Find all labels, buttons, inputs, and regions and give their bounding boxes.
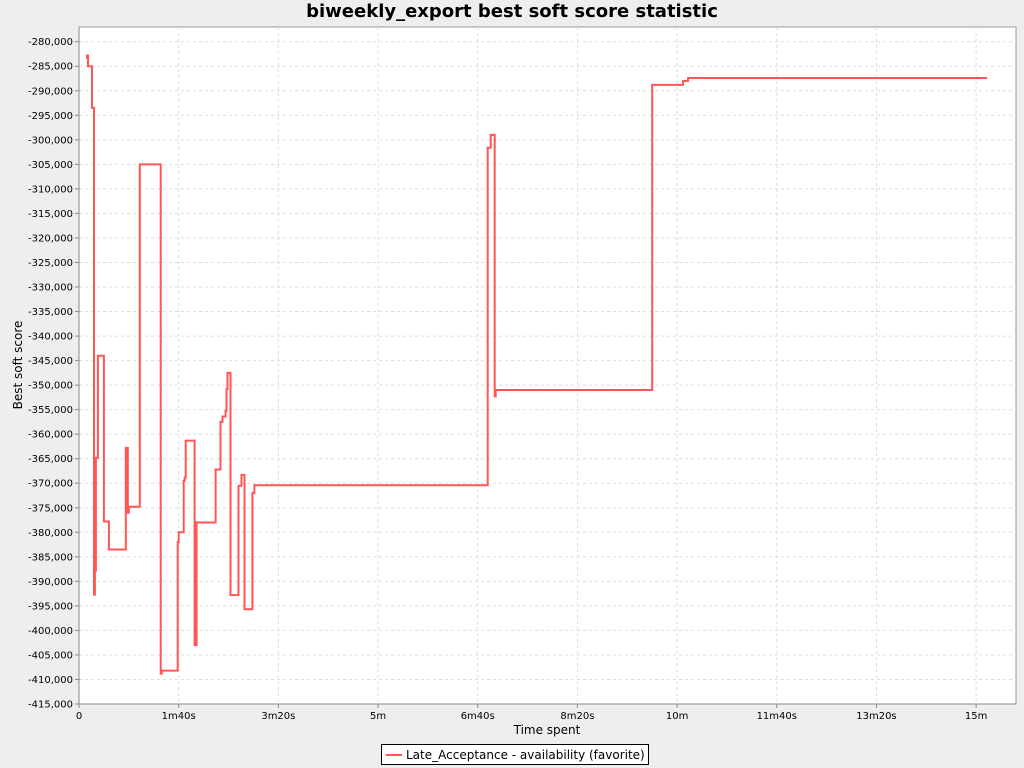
- y-tick-label: -345,000: [28, 356, 73, 367]
- legend: Late_Acceptance - availability (favorite…: [381, 744, 649, 765]
- x-tick-label: 3m20s: [261, 711, 295, 722]
- x-tick-label: 5m: [370, 711, 386, 722]
- y-tick-label: -415,000: [28, 700, 73, 711]
- y-tick-label: -300,000: [28, 135, 73, 146]
- y-axis-ticks: -280,000 -285,000 -290,000 -295,000 -300,000…: [28, 37, 79, 711]
- y-tick-label: -320,000: [28, 233, 73, 244]
- y-tick-label: -295,000: [28, 111, 73, 122]
- x-tick-label: 13m20s: [856, 711, 896, 722]
- y-tick-label: -400,000: [28, 626, 73, 637]
- x-tick-label: 0: [76, 711, 82, 722]
- series-line: [86, 54, 988, 675]
- y-tick-label: -385,000: [28, 552, 73, 563]
- y-tick-label: -305,000: [28, 160, 73, 171]
- y-tick-label: -360,000: [28, 430, 73, 441]
- x-tick-label: 1m40s: [162, 711, 196, 722]
- y-tick-label: -405,000: [28, 650, 73, 661]
- y-tick-label: -330,000: [28, 283, 73, 294]
- y-tick-label: -365,000: [28, 454, 73, 465]
- x-tick-label: 11m40s: [757, 711, 797, 722]
- y-tick-label: -280,000: [28, 37, 73, 48]
- x-tick-label: 10m: [666, 711, 688, 722]
- chart-title: biweekly_export best soft score statisti…: [306, 1, 718, 22]
- y-tick-label: -315,000: [28, 209, 73, 220]
- x-axis-label: Time spent: [513, 723, 581, 737]
- series-layer: [86, 54, 988, 675]
- legend-label: Late_Acceptance - availability (favorite…: [406, 747, 645, 762]
- x-tick-label: 15m: [965, 711, 987, 722]
- legend-swatch: [386, 753, 402, 756]
- x-axis-ticks: 0 1m40s 3m20s 5m 6m40s 8m20s 10m 11m40s 13m20s 15…: [76, 704, 987, 722]
- plot-background: [78, 26, 1017, 705]
- y-tick-label: -395,000: [28, 601, 73, 612]
- y-tick-label: -375,000: [28, 503, 73, 514]
- y-tick-label: -390,000: [28, 577, 73, 588]
- y-tick-label: -370,000: [28, 479, 73, 490]
- y-tick-label: -310,000: [28, 184, 73, 195]
- x-tick-label: 6m40s: [461, 711, 495, 722]
- grid: [79, 27, 1016, 705]
- x-tick-label: 8m20s: [560, 711, 594, 722]
- y-axis-label: Best soft score: [11, 321, 25, 410]
- y-tick-label: -340,000: [28, 332, 73, 343]
- y-tick-label: -325,000: [28, 258, 73, 269]
- y-tick-label: -410,000: [28, 675, 73, 686]
- y-tick-label: -335,000: [28, 307, 73, 318]
- y-tick-label: -355,000: [28, 405, 73, 416]
- y-tick-label: -290,000: [28, 86, 73, 97]
- y-tick-label: -285,000: [28, 62, 73, 73]
- y-tick-label: -380,000: [28, 528, 73, 539]
- y-tick-label: -350,000: [28, 381, 73, 392]
